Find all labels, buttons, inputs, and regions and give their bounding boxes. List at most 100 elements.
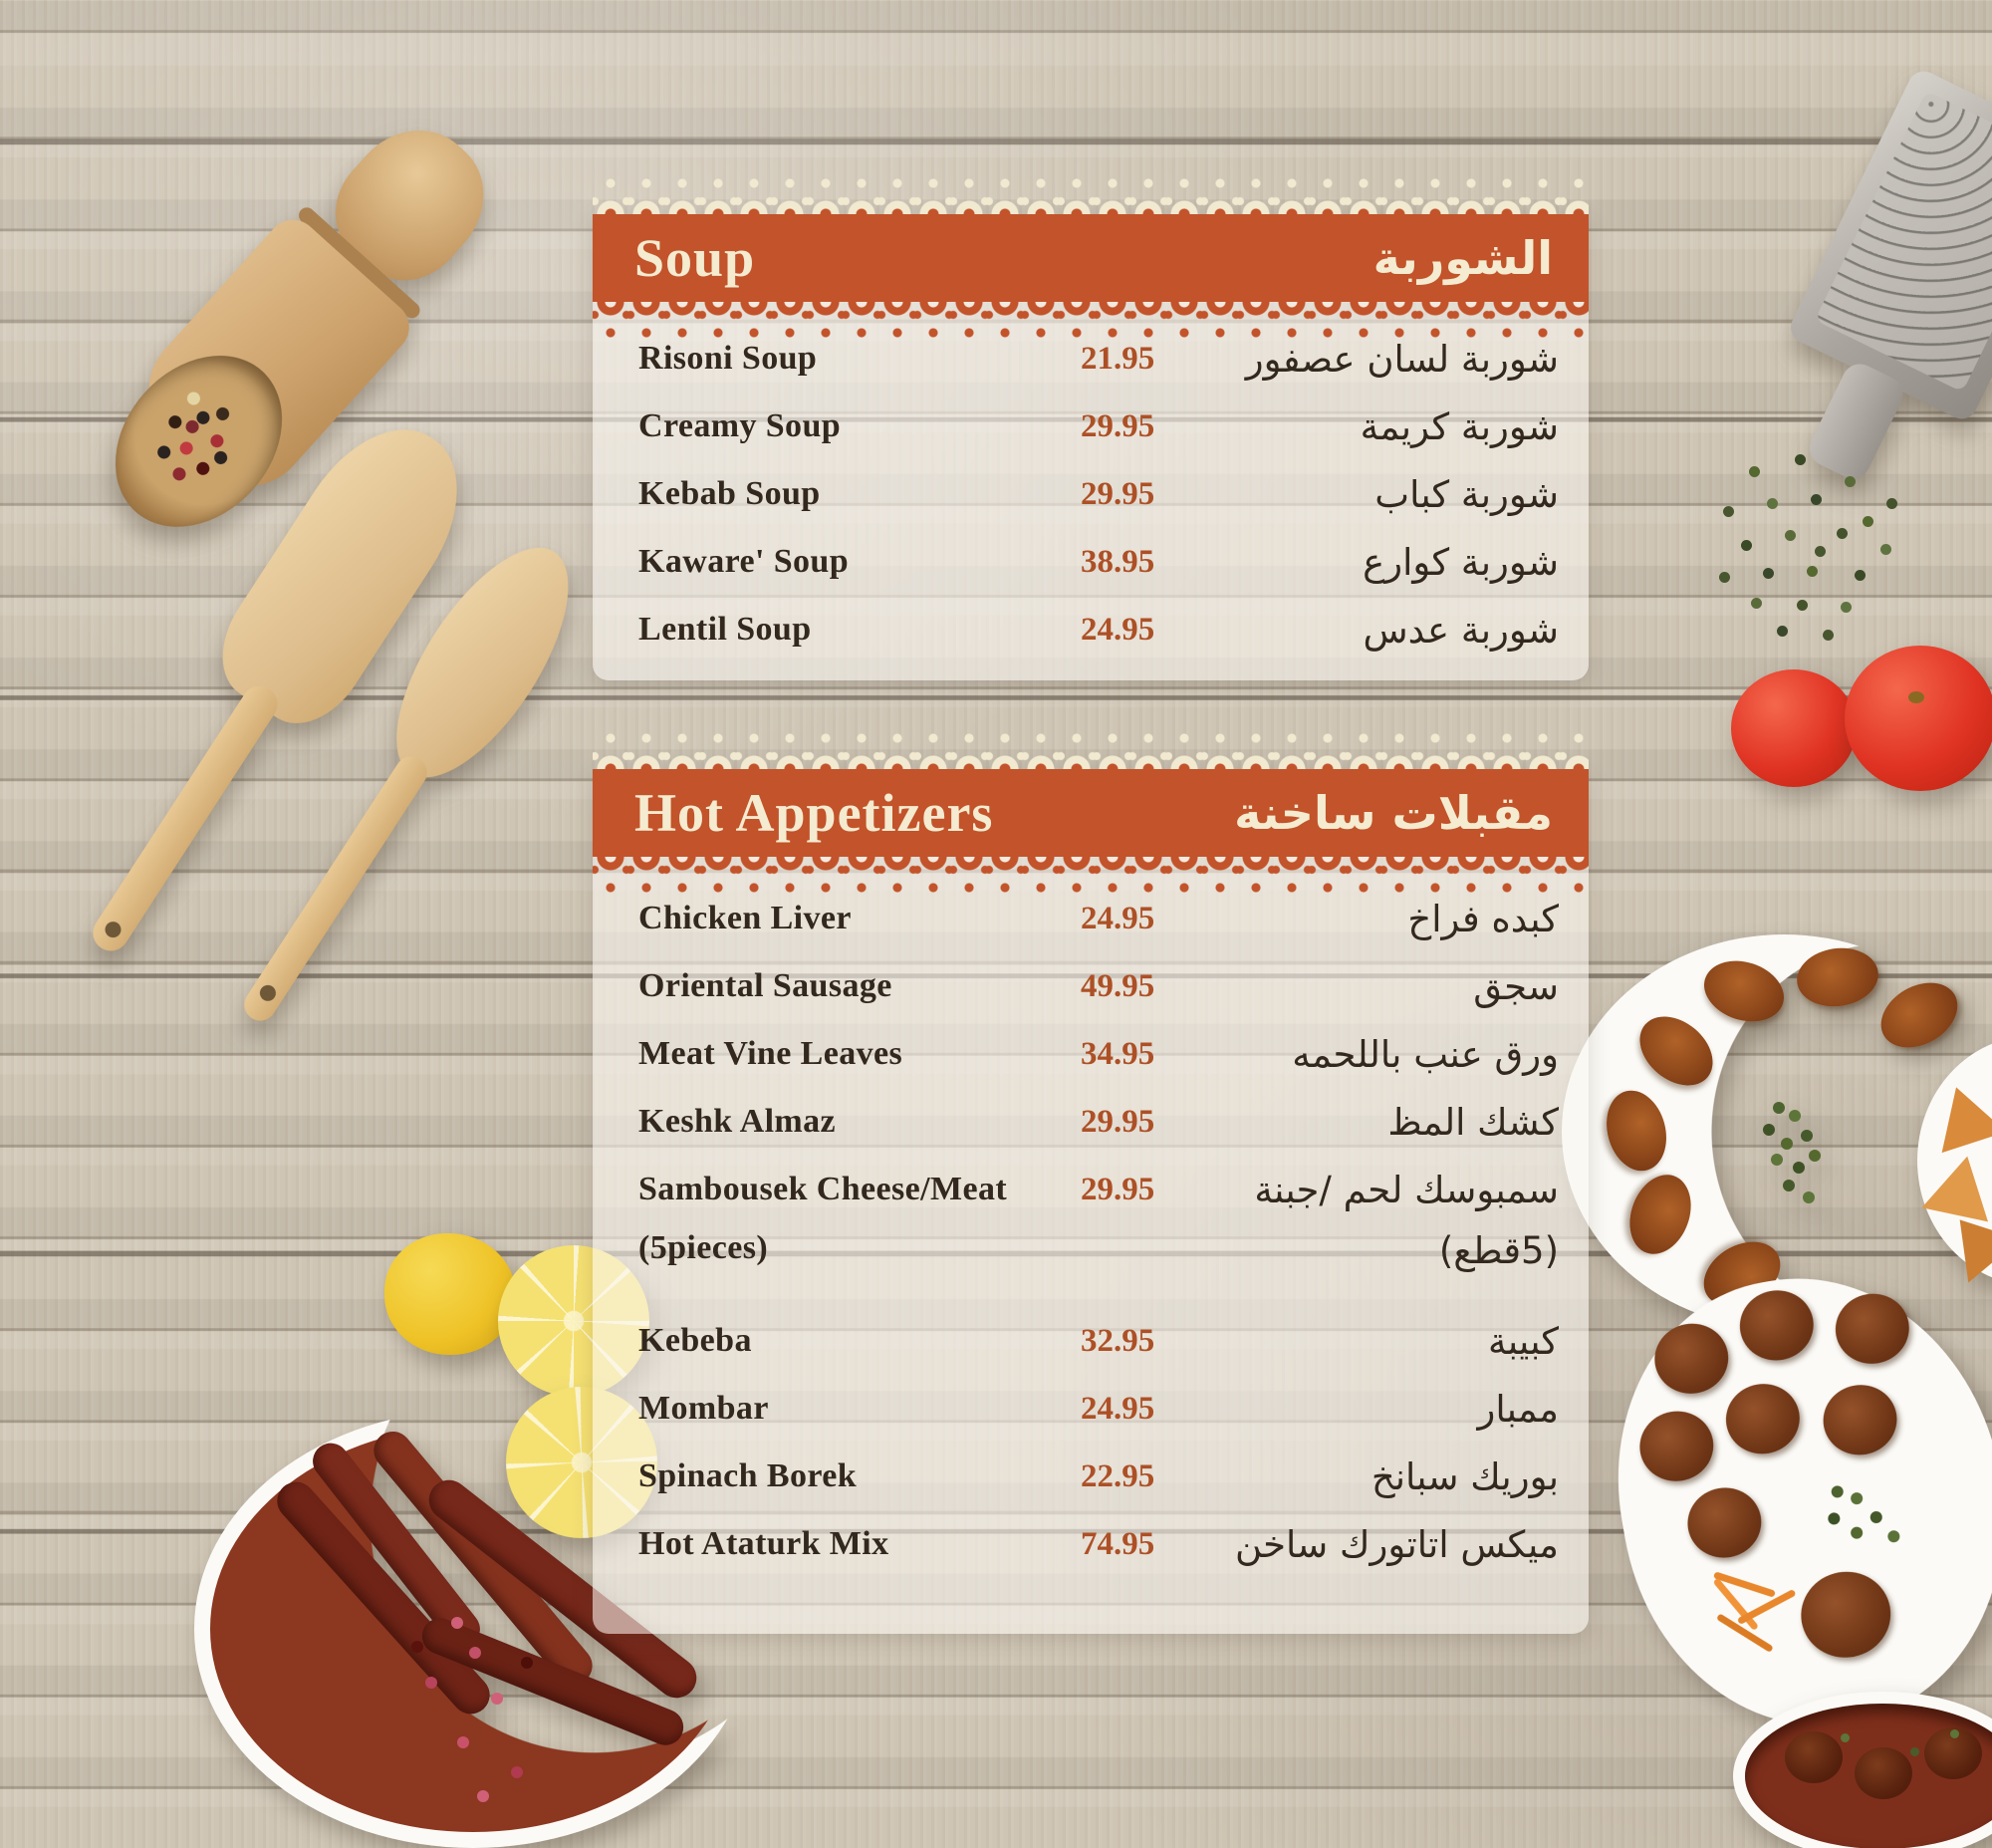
tomato	[1731, 669, 1857, 787]
item-name-ar: ميكس اتاتورك ساخن	[1234, 1522, 1559, 1566]
hot-appetizers-items-list: Chicken Liver 24.95 كبده فراخ Oriental S…	[593, 885, 1589, 1578]
item-name-en: Sambousek Cheese/Meat	[638, 1171, 1008, 1207]
kibbeh-piece	[1598, 1083, 1675, 1179]
item-price: 24.95	[1081, 900, 1155, 936]
hot-appetizers-section-panel: Hot Appetizers مقبلات ساخنة Chicken Live…	[593, 732, 1589, 1634]
item-name-ar: شوربة كوارع	[1363, 540, 1559, 584]
item-name-en: Risoni Soup	[638, 340, 818, 377]
lemon-fruit	[384, 1233, 516, 1355]
item-name-en: Lentil Soup	[638, 611, 812, 648]
kibbeh-piece	[1868, 969, 1970, 1061]
meatball	[1794, 1564, 1898, 1665]
item-name-ar: كشك المظ	[1387, 1100, 1559, 1144]
menu-item-row: Kebeba 32.95 كبيبة	[593, 1307, 1589, 1375]
parsley-garnish	[1830, 1484, 1845, 1499]
item-name-en: Kaware' Soup	[638, 543, 850, 580]
menu-item-row: Sambousek Cheese/Meat 29.95 سمبوسك لحم /…	[593, 1156, 1589, 1223]
soup-title-ar: الشوربة	[1372, 231, 1553, 285]
item-price: 38.95	[1081, 543, 1155, 580]
item-price: 22.95	[1081, 1457, 1155, 1494]
menu-item-row: Mombar 24.95 ممبار	[593, 1375, 1589, 1443]
menu-item-row: Hot Ataturk Mix 74.95 ميكس اتاتورك ساخن	[593, 1510, 1589, 1578]
grater-handle	[1803, 358, 1909, 485]
tomato-stem	[1908, 691, 1924, 703]
meatball-plate	[1585, 1247, 1992, 1755]
meatball	[1681, 1481, 1767, 1564]
meatball	[1734, 1284, 1820, 1367]
item-name-en: Oriental Sausage	[638, 967, 892, 1004]
menu-item-row: Kebab Soup 29.95 شوربة كباب	[593, 460, 1589, 528]
item-name-en: Kebab Soup	[638, 475, 821, 512]
item-name-en: Meat Vine Leaves	[638, 1035, 903, 1072]
menu-item-row: Meat Vine Leaves 34.95 ورق عنب باللحمه	[593, 1020, 1589, 1088]
item-name-ar: ورق عنب باللحمه	[1292, 1032, 1559, 1076]
menu-item-row: Spinach Borek 22.95 بوريك سبانخ	[593, 1443, 1589, 1510]
item-name-ar: كبده فراخ	[1407, 897, 1559, 940]
grater-face	[1814, 91, 1992, 393]
tomato	[1845, 646, 1992, 791]
item-name-ar: شوربة كباب	[1374, 472, 1559, 516]
item-price: 29.95	[1081, 407, 1155, 444]
hot-appetizers-title-en: Hot Appetizers	[634, 783, 994, 843]
soup-header-band: Soup الشوربة	[593, 177, 1589, 339]
kibbeh-piece	[1793, 942, 1882, 1012]
item-price: 29.95	[1081, 1171, 1155, 1207]
menu-item-row: Chicken Liver 24.95 كبده فراخ	[593, 885, 1589, 952]
soup-section-panel: Soup الشوربة Risoni Soup 21.95 شوربة لسا…	[593, 177, 1589, 680]
item-name-ar: كبيبة	[1488, 1319, 1559, 1363]
item-price: 21.95	[1081, 340, 1155, 377]
item-name-en: Mombar	[638, 1390, 769, 1427]
kibbeh-piece	[1625, 1002, 1727, 1100]
meatball	[1830, 1287, 1915, 1370]
menu-item-row: Oriental Sausage 49.95 سجق	[593, 952, 1589, 1020]
item-name-en: Hot Ataturk Mix	[638, 1525, 889, 1562]
menu-item-row: Risoni Soup 21.95 شوربة لسان عصفور	[593, 325, 1589, 393]
meatball	[1818, 1379, 1903, 1461]
pink-peppercorns	[451, 1617, 463, 1629]
item-price: 24.95	[1081, 1390, 1155, 1427]
item-price: 29.95	[1081, 1103, 1155, 1140]
hot-appetizers-title-ar: مقبلات ساخنة	[1234, 786, 1553, 840]
item-price: 32.95	[1081, 1322, 1155, 1359]
item-name-ar: شوربة كريمة	[1360, 404, 1559, 448]
item-name-en: Keshk Almaz	[638, 1103, 837, 1140]
item-price: 49.95	[1081, 967, 1155, 1004]
item-name-ar: سمبوسك لحم /جبنة	[1254, 1168, 1559, 1211]
item-note-ar: (5قطع)	[1438, 1229, 1559, 1272]
menu-item-row: Kaware' Soup 38.95 شوربة كوارع	[593, 528, 1589, 596]
kibbeh-piece	[1696, 950, 1792, 1032]
item-name-en: Creamy Soup	[638, 407, 842, 444]
item-price: 34.95	[1081, 1035, 1155, 1072]
lace-border-top	[593, 177, 1589, 214]
menu-item-note-row: (5pieces) (5قطع)	[593, 1223, 1589, 1307]
metal-grater	[1785, 66, 1992, 485]
menu-item-row: Lentil Soup 24.95 شوربة عدس	[593, 596, 1589, 663]
item-name-ar: بوريك سبانخ	[1370, 1454, 1559, 1498]
soup-items-list: Risoni Soup 21.95 شوربة لسان عصفور Cream…	[593, 325, 1589, 663]
item-name-en: Kebeba	[638, 1322, 752, 1359]
item-note-en: (5pieces)	[638, 1229, 769, 1266]
item-name-en: Spinach Borek	[638, 1457, 858, 1494]
meatball	[1720, 1378, 1806, 1460]
menu-item-row: Keshk Almaz 29.95 كشك المظ	[593, 1088, 1589, 1156]
dried-herbs-pile	[1815, 546, 1826, 557]
kibbeh-piece	[1618, 1166, 1702, 1263]
stew-sauce	[1745, 1704, 1992, 1848]
item-name-en: Chicken Liver	[638, 900, 852, 936]
item-name-ar: سجق	[1473, 964, 1559, 1008]
item-name-ar: ممبار	[1477, 1387, 1559, 1431]
meat-stew-bowl	[1733, 1692, 1992, 1848]
lace-border-top	[593, 732, 1589, 769]
item-name-ar: شوربة لسان عصفور	[1245, 337, 1559, 381]
meatball	[1648, 1317, 1734, 1400]
menu-item-row: Creamy Soup 29.95 شوربة كريمة	[593, 393, 1589, 460]
item-price: 24.95	[1081, 611, 1155, 648]
parsley-garnish	[1773, 1102, 1785, 1114]
hot-appetizers-header-band: Hot Appetizers مقبلات ساخنة	[593, 732, 1589, 894]
soup-title-en: Soup	[634, 228, 756, 288]
meatball	[1633, 1405, 1719, 1487]
item-price: 74.95	[1081, 1525, 1155, 1562]
item-price: 29.95	[1081, 475, 1155, 512]
item-name-ar: شوربة عدس	[1363, 608, 1559, 652]
